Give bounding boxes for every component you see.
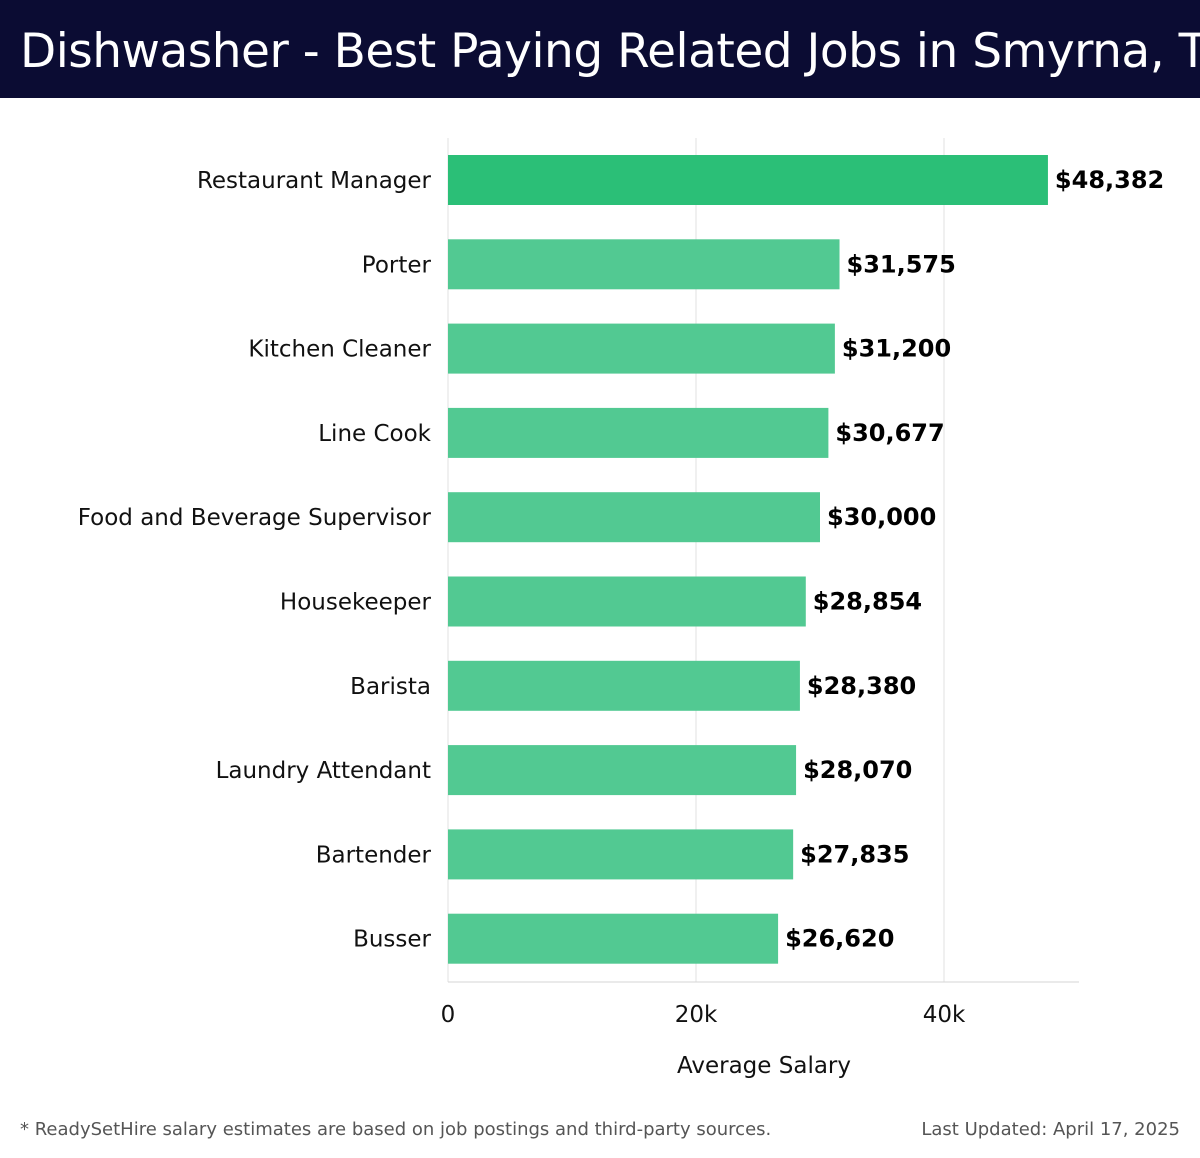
bar [448, 745, 797, 796]
bar [448, 660, 800, 711]
header-banner: Dishwasher - Best Paying Related Jobs in… [0, 0, 1200, 98]
category-label: Bartender [316, 842, 432, 868]
data-label: $48,382 [1055, 166, 1164, 194]
bar [448, 407, 829, 458]
data-label: $26,620 [785, 925, 894, 953]
category-label: Restaurant Manager [197, 168, 432, 194]
data-label: $30,677 [835, 419, 944, 447]
x-axis-label: Average Salary [677, 1053, 851, 1079]
bar [448, 492, 820, 543]
x-tick-label: 40k [923, 1002, 966, 1028]
source-footnote: * ReadySetHire salary estimates are base… [20, 1119, 772, 1140]
category-label: Kitchen Cleaner [248, 337, 431, 363]
category-label: Barista [350, 674, 431, 700]
page-title: Dishwasher - Best Paying Related Jobs in… [20, 24, 1200, 79]
data-label: $28,070 [803, 756, 912, 784]
bar [448, 829, 794, 880]
category-label: Porter [362, 252, 432, 278]
category-label: Housekeeper [280, 590, 432, 616]
last-updated: Last Updated: April 17, 2025 [921, 1119, 1180, 1140]
x-tick-label: 20k [675, 1002, 718, 1028]
x-tick-label: 0 [441, 1002, 456, 1028]
data-label: $28,854 [813, 588, 922, 616]
data-label: $31,200 [842, 335, 951, 363]
category-label: Food and Beverage Supervisor [78, 505, 432, 531]
salary-bar-chart: Restaurant Manager $48,382 Porter $31,575 Ki… [78, 138, 1164, 1079]
bar [448, 913, 779, 964]
data-label: $28,380 [807, 672, 916, 700]
data-label: $30,000 [827, 503, 936, 531]
category-label: Busser [353, 927, 431, 953]
bar [448, 576, 806, 627]
data-label: $27,835 [800, 840, 909, 868]
bar [448, 323, 835, 374]
bar [448, 155, 1048, 205]
bar [448, 239, 840, 290]
category-label: Line Cook [318, 421, 431, 447]
category-label: Laundry Attendant [216, 758, 431, 784]
data-label: $31,575 [847, 250, 956, 278]
